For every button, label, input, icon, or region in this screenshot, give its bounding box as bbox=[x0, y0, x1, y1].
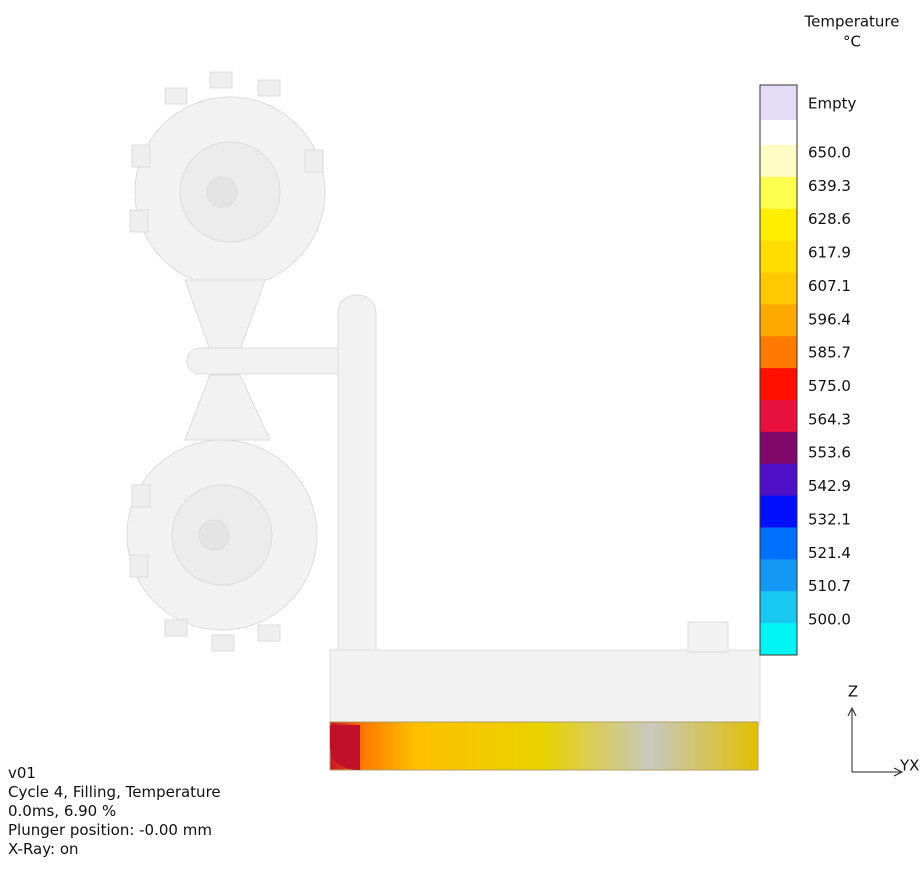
legend-unit: °C bbox=[843, 33, 861, 51]
legend-label: 575.0 bbox=[808, 377, 851, 395]
legend-swatch bbox=[760, 623, 797, 655]
legend-swatch bbox=[760, 336, 797, 368]
legend-title: Temperature bbox=[803, 13, 899, 31]
legend-swatch bbox=[760, 241, 797, 273]
casting-model bbox=[127, 72, 760, 770]
legend-swatch bbox=[760, 120, 797, 145]
legend-label: 500.0 bbox=[808, 611, 851, 629]
info-line: Plunger position: -0.00 mm bbox=[8, 821, 221, 840]
legend-label: 639.3 bbox=[808, 177, 851, 195]
legend-label: 585.7 bbox=[808, 344, 851, 362]
legend-label: 553.6 bbox=[808, 444, 851, 462]
info-line: X-Ray: on bbox=[8, 840, 221, 859]
legend-swatch bbox=[760, 496, 797, 528]
legend-swatch bbox=[760, 591, 797, 623]
axis-label-vertical: Z bbox=[848, 683, 858, 701]
legend-swatch bbox=[760, 368, 797, 400]
legend-label: 596.4 bbox=[808, 310, 851, 328]
legend: Empty 650.0 639.3 628.6 617.9 607.1 596.4 585.7… bbox=[760, 85, 856, 655]
page: {"legend": {"title": "Temperature", "uni… bbox=[0, 0, 923, 891]
legend-swatch bbox=[760, 464, 797, 496]
legend-label: 510.7 bbox=[808, 577, 851, 595]
legend-swatch bbox=[760, 400, 797, 432]
legend-label: 617.9 bbox=[808, 244, 851, 262]
legend-swatch bbox=[760, 273, 797, 305]
legend-label: 564.3 bbox=[808, 410, 851, 428]
legend-label: 628.6 bbox=[808, 210, 851, 228]
legend-label: 607.1 bbox=[808, 277, 851, 295]
legend-swatch bbox=[760, 177, 797, 209]
legend-swatch bbox=[760, 432, 797, 464]
viewport: Z YX Temperature °C Empty 650.0 639.3 628.6… bbox=[0, 0, 923, 891]
legend-swatch bbox=[760, 85, 797, 120]
legend-label: 542.9 bbox=[808, 477, 851, 495]
legend-label: Empty bbox=[808, 95, 856, 113]
legend-swatch bbox=[760, 304, 797, 336]
info-line: v01 bbox=[8, 764, 221, 783]
legend-label: 521.4 bbox=[808, 544, 851, 562]
legend-label: 532.1 bbox=[808, 510, 851, 528]
legend-swatch bbox=[760, 145, 797, 177]
legend-label: 650.0 bbox=[808, 144, 851, 162]
axis-triad bbox=[848, 708, 902, 776]
legend-swatch bbox=[760, 528, 797, 560]
legend-swatch bbox=[760, 209, 797, 241]
info-line: 0.0ms, 6.90 % bbox=[8, 802, 221, 821]
info-line: Cycle 4, Filling, Temperature bbox=[8, 783, 221, 802]
axis-label-horizontal: YX bbox=[899, 757, 919, 775]
legend-swatch bbox=[760, 559, 797, 591]
